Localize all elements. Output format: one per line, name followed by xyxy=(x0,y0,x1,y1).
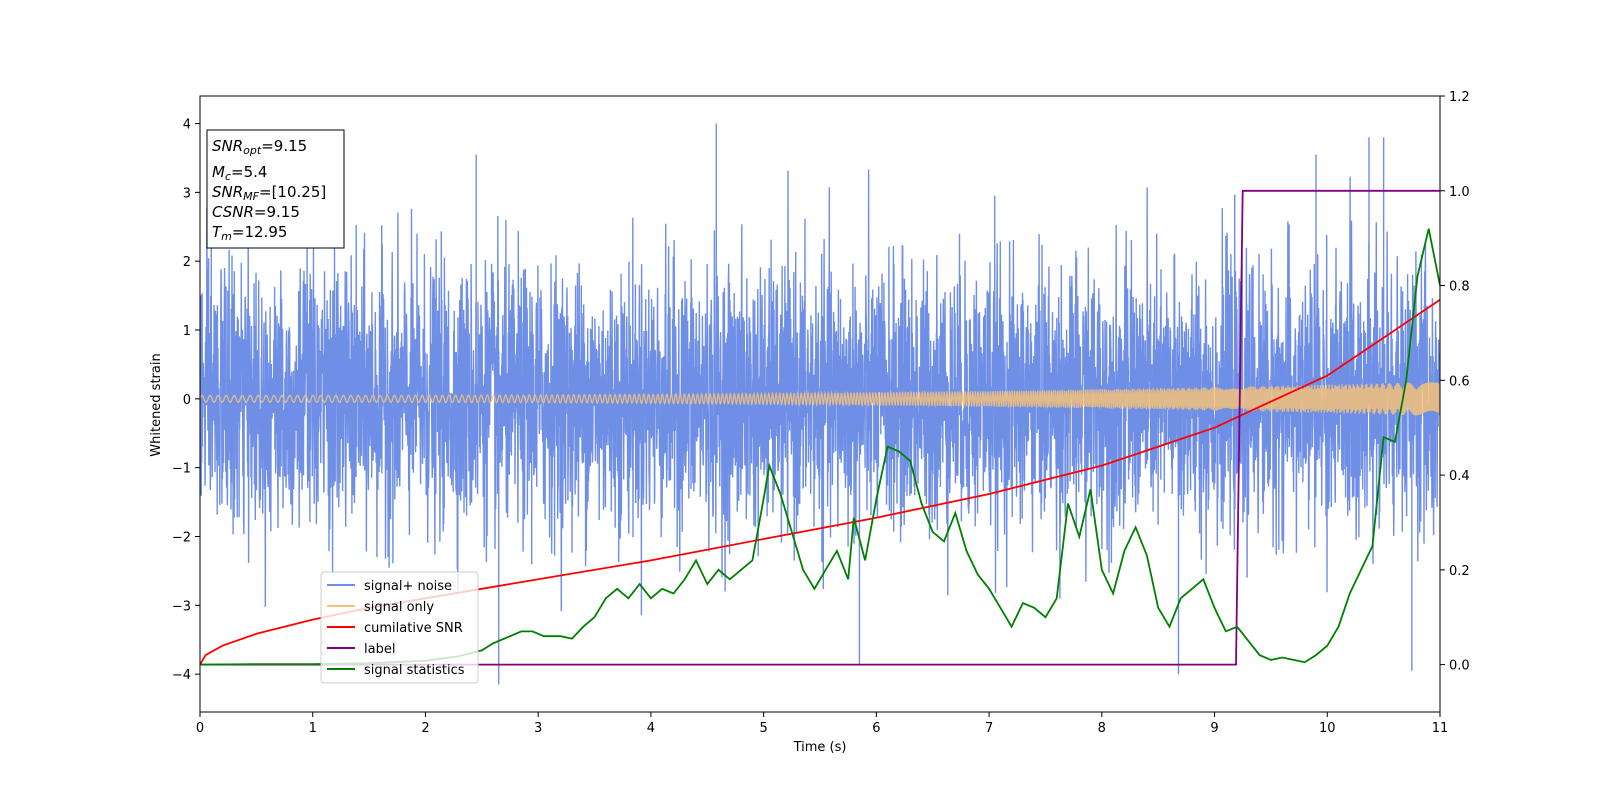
y-axis-ticks: −4 −3 −2 −1 0 1 2 3 4 xyxy=(172,118,200,683)
legend-label: signal statistics xyxy=(364,663,465,678)
info-csnr: CSNR=9.15 xyxy=(212,203,300,221)
legend-item-label: label xyxy=(327,642,395,657)
label-line xyxy=(200,189,1440,666)
series-signal-noise xyxy=(200,123,1440,685)
y-tick-label: 0 xyxy=(183,393,191,408)
y2-tick-label: 0.0 xyxy=(1449,659,1470,674)
legend-item-signal-statistics: signal statistics xyxy=(327,663,465,678)
y2-axis-ticks: 0.0 0.2 0.4 0.6 0.8 1.0 1.2 xyxy=(1440,90,1470,674)
legend-item-cumilative-snr: cumilative SNR xyxy=(327,621,463,636)
y2-tick-label: 0.2 xyxy=(1449,564,1470,579)
legend-label: label xyxy=(364,642,395,657)
legend-label: signal+ noise xyxy=(364,579,452,594)
legend-label: cumilative SNR xyxy=(364,621,463,636)
info-mc: Mc=5.4 xyxy=(212,163,267,183)
x-tick-label: 9 xyxy=(1210,721,1218,736)
legend-item-signal-only: signal only xyxy=(327,600,434,615)
legend: signal+ noise signal only cumilative SNR… xyxy=(320,571,479,684)
y-tick-label: 3 xyxy=(183,186,191,201)
x-tick-label: 7 xyxy=(985,721,993,736)
y-tick-label: −1 xyxy=(172,462,191,477)
noise-trace xyxy=(200,169,1440,616)
cumulative-snr-line xyxy=(200,299,1440,666)
x-tick-label: 3 xyxy=(534,721,542,736)
legend-frame xyxy=(320,571,479,684)
x-tick-label: 5 xyxy=(759,721,767,736)
info-box-frame xyxy=(206,129,345,249)
chirp-trace xyxy=(200,382,1440,416)
series-layer xyxy=(200,123,1440,685)
y-tick-label: 4 xyxy=(183,118,191,133)
x-tick-label: 2 xyxy=(421,721,429,736)
y2-tick-label: 0.8 xyxy=(1449,280,1470,295)
x-tick-label: 0 xyxy=(196,721,204,736)
y2-tick-label: 0.4 xyxy=(1449,469,1470,484)
y2-tick-label: 1.0 xyxy=(1449,185,1470,200)
y-tick-label: −3 xyxy=(172,599,191,614)
info-snr-mf: SNRMF=[10.25] xyxy=(212,183,326,203)
x-tick-label: 6 xyxy=(872,721,880,736)
y-tick-label: −4 xyxy=(172,668,191,683)
series-signal-only xyxy=(200,382,1440,416)
y-tick-label: −2 xyxy=(172,530,191,545)
legend-label: signal only xyxy=(364,600,434,615)
info-tm: Tm=12.95 xyxy=(212,223,287,243)
info-snr-opt: SNRopt=9.15 xyxy=(212,137,307,157)
x-tick-label: 10 xyxy=(1319,721,1336,736)
signal-statistics-line xyxy=(200,228,1440,666)
x-tick-label: 11 xyxy=(1432,721,1449,736)
y-tick-label: 1 xyxy=(183,324,191,339)
x-axis-ticks: 0 1 2 3 4 5 6 7 8 9 10 11 xyxy=(196,712,1448,736)
y-axis-label: Whitened strain xyxy=(149,353,164,456)
x-tick-label: 1 xyxy=(309,721,317,736)
y2-tick-label: 0.6 xyxy=(1449,374,1470,389)
info-box: SNRopt=9.15 Mc=5.4 SNRMF=[10.25] CSNR=9.… xyxy=(206,129,345,249)
x-axis-label: Time (s) xyxy=(793,740,847,755)
x-tick-label: 4 xyxy=(647,721,655,736)
legend-item-signal-noise: signal+ noise xyxy=(327,579,452,594)
y-tick-label: 2 xyxy=(183,255,191,270)
x-tick-label: 8 xyxy=(1098,721,1106,736)
plot-frame xyxy=(199,95,1441,713)
series-lines xyxy=(200,189,1440,666)
y2-tick-label: 1.2 xyxy=(1449,90,1470,105)
